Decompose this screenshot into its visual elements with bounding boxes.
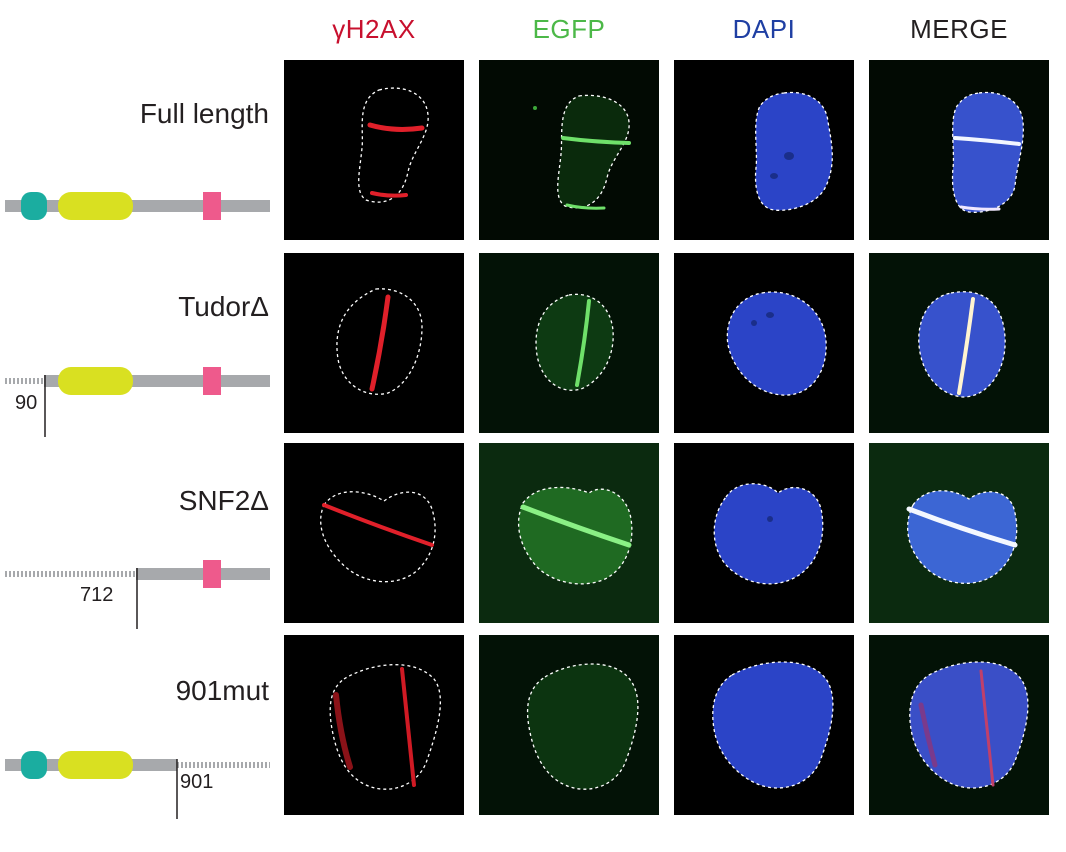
image-full-length-egfp	[479, 60, 659, 240]
image-full-length-dapi	[674, 60, 854, 240]
snf2-domain	[58, 367, 133, 395]
motif	[203, 192, 221, 220]
residue-number-901: 901	[180, 771, 214, 793]
residue-number-90: 90	[15, 392, 38, 414]
row-label-tudor-deletion: TudorΔ	[178, 291, 269, 322]
column-header-gh2ax: γH2AX	[332, 14, 416, 44]
tudor-domain	[21, 192, 47, 220]
row-label-snf2-deletion: SNF2Δ	[178, 485, 269, 516]
image-901mut-gh2ax	[284, 635, 464, 815]
image-tudor-deletion-egfp	[479, 253, 659, 433]
snf2-domain	[58, 751, 133, 779]
schematic-tudor-deletion	[5, 367, 270, 437]
image-full-length-merge	[869, 60, 1049, 240]
image-snf2-deletion-gh2ax	[284, 443, 464, 623]
schematic-full-length	[5, 192, 270, 220]
image-901mut-merge	[869, 635, 1049, 815]
schematic-901mut	[5, 751, 270, 819]
row-label-full-length: Full length	[139, 98, 269, 129]
image-snf2-deletion-dapi	[674, 443, 854, 623]
image-901mut-egfp	[479, 635, 659, 815]
residue-number-712: 712	[80, 584, 114, 606]
schematic-snf2-deletion	[5, 560, 270, 629]
image-tudor-deletion-gh2ax	[284, 253, 464, 433]
image-tudor-deletion-merge	[869, 253, 1049, 433]
column-header-merge: MERGE	[910, 14, 1008, 44]
image-901mut-dapi	[674, 635, 854, 815]
image-full-length-gh2ax	[284, 60, 464, 240]
column-header-egfp: EGFP	[532, 14, 606, 44]
row-label-901mut: 901mut	[175, 675, 269, 706]
motif	[203, 367, 221, 395]
snf2-domain	[58, 192, 133, 220]
column-header-dapi: DAPI	[732, 14, 796, 44]
image-tudor-deletion-dapi	[674, 253, 854, 433]
motif	[203, 560, 221, 588]
tudor-domain	[21, 751, 47, 779]
image-snf2-deletion-egfp	[479, 443, 659, 623]
image-snf2-deletion-merge	[869, 443, 1049, 623]
